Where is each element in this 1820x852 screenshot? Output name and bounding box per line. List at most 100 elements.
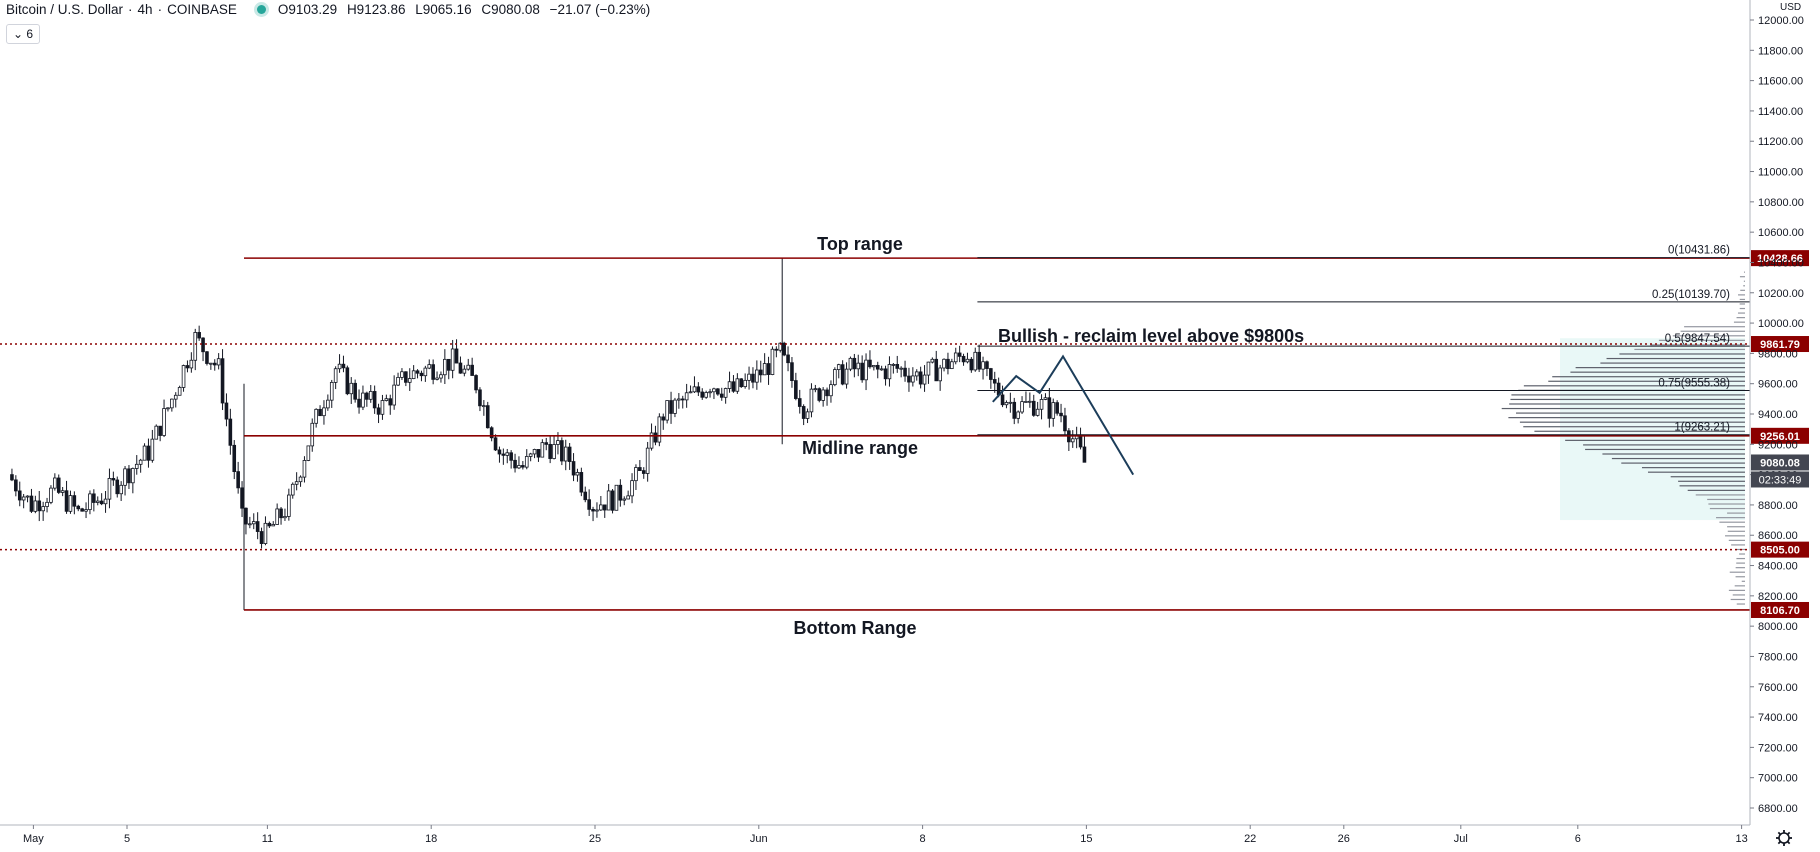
candle-down [1001, 395, 1004, 405]
price-tick-label: 8200.00 [1758, 591, 1798, 603]
volume-bar [1619, 353, 1745, 354]
level-label: Top range [817, 234, 903, 254]
price-tick-label: 7000.00 [1758, 773, 1798, 785]
candle-down [1013, 402, 1016, 418]
candle-up [915, 372, 918, 376]
candle-down [841, 365, 844, 384]
candle-up [705, 392, 708, 397]
candle-down [455, 349, 458, 363]
volume-bar [1744, 272, 1745, 273]
price-tick-label: 10200.00 [1758, 288, 1804, 300]
candle-down [319, 409, 322, 415]
price-tick-label: 11600.00 [1758, 76, 1803, 88]
volume-bar [1508, 417, 1745, 418]
candle-up [287, 495, 290, 516]
candle-down [654, 433, 657, 442]
level-label: Midline range [802, 438, 918, 458]
symbol-legend: Bitcoin / U.S. Dollar · 4h · COINBASE O9… [6, 2, 656, 17]
price-tick-label: 8400.00 [1758, 561, 1798, 573]
candle-down [432, 365, 435, 380]
price-tick-label: 9600.00 [1758, 379, 1798, 391]
candle-up [393, 385, 396, 405]
candles [11, 258, 1086, 610]
candle-up [104, 499, 107, 504]
candle-down [494, 438, 497, 450]
gear-icon[interactable] [1776, 830, 1792, 846]
candle-down [549, 444, 552, 458]
candle-down [826, 390, 829, 396]
volume-bar [1737, 603, 1745, 604]
volume-bar [1716, 517, 1745, 518]
price-tick-label: 9800.00 [1758, 348, 1798, 360]
candle-down [947, 359, 950, 368]
candle-down [896, 364, 899, 368]
candle-up [525, 456, 528, 467]
gear-tooth [1788, 842, 1790, 844]
price-tick-label: 11800.00 [1758, 45, 1803, 57]
price-tick-label: 11000.00 [1758, 167, 1803, 179]
candle-down [377, 408, 380, 414]
volume-bar [1509, 403, 1745, 404]
volume-bar [1731, 544, 1745, 545]
candle-up [397, 377, 400, 385]
candle-up [763, 364, 766, 375]
time-tick-label: 5 [124, 833, 130, 845]
candle-down [420, 373, 423, 375]
price-tick-label: 8800.00 [1758, 500, 1798, 512]
volume-bar [1648, 472, 1745, 473]
candle-up [139, 460, 142, 464]
volume-bar [1510, 399, 1745, 400]
candle-down [603, 505, 606, 510]
volume-bar [1612, 458, 1745, 459]
level-label: Bottom Range [794, 618, 917, 638]
candle-down [365, 393, 368, 399]
candle-up [1005, 402, 1008, 404]
candle-up [615, 485, 618, 510]
candle-up [646, 448, 649, 473]
price-tick-label: 8600.00 [1758, 530, 1798, 542]
candle-down [510, 453, 513, 461]
currency-label: USD [1780, 2, 1801, 13]
candle-up [658, 417, 661, 442]
candle-down [904, 368, 907, 376]
volume-bar [1731, 599, 1745, 600]
candle-up [872, 365, 875, 366]
candle-down [716, 389, 719, 394]
candle-up [950, 362, 953, 369]
ohlc-close: C9080.08 [481, 2, 540, 17]
candle-down [373, 391, 376, 407]
price-tick-label: 9400.00 [1758, 409, 1798, 421]
volume-bar [1688, 490, 1745, 491]
exchange: COINBASE [167, 2, 237, 17]
gear-tooth [1778, 842, 1780, 844]
candle-down [978, 352, 981, 369]
candle-up [167, 408, 170, 409]
candle-down [486, 406, 489, 428]
candle-up [954, 353, 957, 362]
candle-up [728, 382, 731, 389]
candle-up [1021, 402, 1024, 412]
market-status-icon [257, 5, 266, 14]
ohlc-low: L9065.16 [415, 2, 471, 17]
candle-down [1032, 401, 1035, 415]
candle-up [362, 393, 365, 407]
volume-bar [1681, 331, 1745, 332]
candle-up [217, 359, 220, 365]
candle-up [576, 472, 579, 475]
candle-down [560, 441, 563, 461]
candle-up [85, 510, 88, 512]
candle-down [670, 401, 673, 414]
candle-up [42, 507, 45, 511]
candle-up [369, 391, 372, 399]
candle-down [389, 399, 392, 405]
candle-down [572, 462, 575, 475]
candle-down [935, 359, 938, 380]
candle-up [264, 523, 267, 543]
volume-bar [1736, 558, 1745, 559]
interval[interactable]: 4h [138, 2, 153, 17]
symbol-name: Bitcoin / U.S. Dollar [6, 2, 123, 17]
indicator-toggle-button[interactable]: ⌄ 6 [6, 24, 40, 44]
volume-bar [1607, 358, 1745, 359]
price-tick-label: 10800.00 [1758, 197, 1804, 209]
